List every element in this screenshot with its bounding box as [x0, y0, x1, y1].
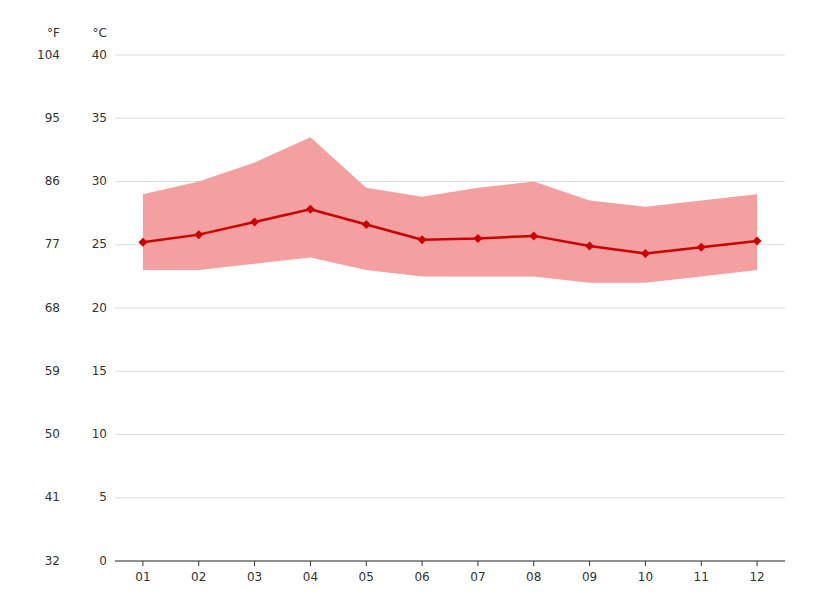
x-tick	[533, 561, 534, 566]
grid-line	[115, 434, 785, 435]
point-marker	[306, 205, 315, 214]
grid	[115, 55, 785, 561]
x-tick	[366, 561, 367, 566]
y-tick-label: 25	[92, 237, 107, 251]
x-tick-label: 08	[526, 570, 541, 584]
x-tick	[477, 561, 478, 566]
point-marker	[641, 249, 650, 258]
y2-tick-label: 32	[45, 554, 60, 568]
y-tick-label: 20	[92, 301, 107, 315]
x-tick	[254, 561, 255, 566]
y2-tick-label: 95	[45, 111, 60, 125]
y-tick-label: 30	[92, 174, 107, 188]
grid-line	[115, 371, 785, 372]
point-marker	[362, 220, 371, 229]
average-line	[143, 209, 757, 253]
chart: 05101520253035403241505968778695104°C°F0…	[0, 0, 815, 611]
x-tick-label: 05	[359, 570, 374, 584]
point-marker	[697, 243, 706, 252]
point-marker	[753, 236, 762, 245]
y-tick-label: 40	[92, 48, 107, 62]
point-marker	[473, 234, 482, 243]
x-tick	[422, 561, 423, 566]
x-tick	[757, 561, 758, 566]
x-tick	[198, 561, 199, 566]
y2-axis-label: °F	[47, 26, 60, 40]
y-tick-label: 0	[99, 554, 107, 568]
range-band	[143, 137, 757, 282]
grid-line	[115, 308, 785, 309]
x-tick-label: 07	[470, 570, 485, 584]
y2-tick-label: 86	[45, 174, 60, 188]
x-tick-label: 10	[638, 570, 653, 584]
y-tick-label: 5	[99, 490, 107, 504]
y-tick-label: 10	[92, 427, 107, 441]
plot-area	[138, 137, 761, 282]
y2-tick-label: 68	[45, 301, 60, 315]
y2-tick-label: 104	[37, 48, 60, 62]
y2-tick-label: 77	[45, 237, 60, 251]
y-tick-label: 35	[92, 111, 107, 125]
point-marker	[194, 230, 203, 239]
point-marker	[418, 235, 427, 244]
x-tick-label: 04	[303, 570, 318, 584]
x-tick-label: 01	[135, 570, 150, 584]
x-tick-label: 09	[582, 570, 597, 584]
x-tick-label: 12	[749, 570, 764, 584]
x-tick-label: 06	[414, 570, 429, 584]
chart-container: 05101520253035403241505968778695104°C°F0…	[0, 0, 815, 611]
x-tick	[310, 561, 311, 566]
x-tick-label: 02	[191, 570, 206, 584]
point-marker	[529, 231, 538, 240]
x-tick	[645, 561, 646, 566]
x-tick	[142, 561, 143, 566]
x-tick-label: 03	[247, 570, 262, 584]
x-axis-line	[115, 561, 785, 562]
point-marker	[250, 217, 259, 226]
y2-tick-label: 50	[45, 427, 60, 441]
grid-line	[115, 118, 785, 119]
y2-tick-label: 59	[45, 364, 60, 378]
y-tick-label: 15	[92, 364, 107, 378]
y-axis-label: °C	[93, 26, 107, 40]
point-marker	[138, 238, 147, 247]
grid-line	[115, 55, 785, 56]
grid-line	[115, 561, 785, 562]
x-tick	[589, 561, 590, 566]
x-tick-label: 11	[694, 570, 709, 584]
point-marker	[585, 242, 594, 251]
y2-tick-label: 41	[45, 490, 60, 504]
grid-line	[115, 497, 785, 498]
x-tick	[701, 561, 702, 566]
